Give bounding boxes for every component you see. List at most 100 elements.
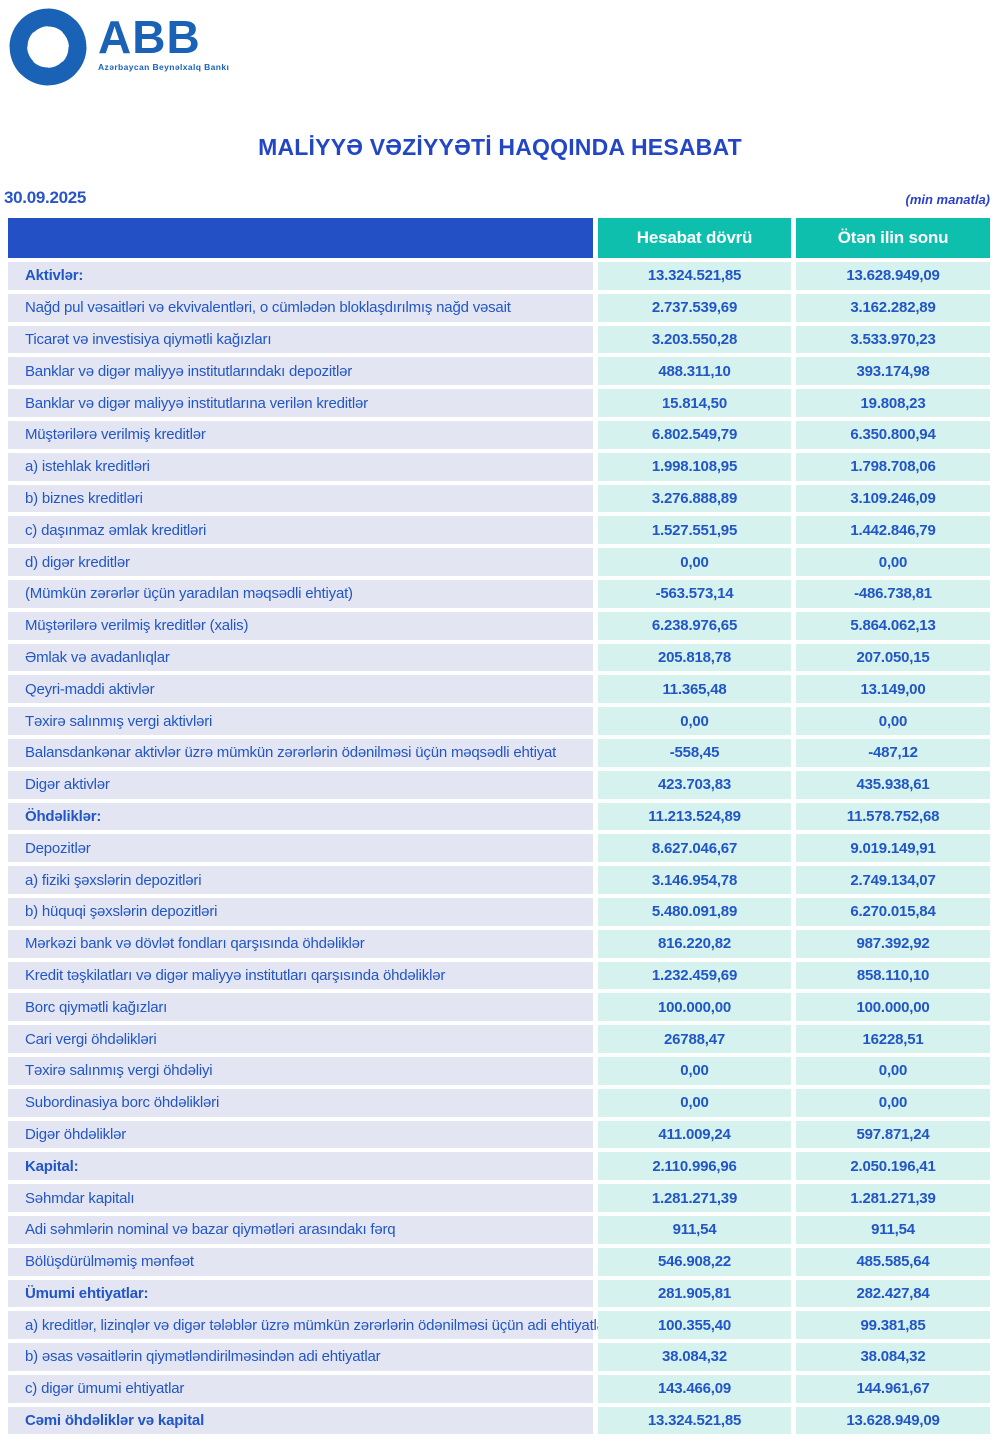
row-label: Cəmi öhdəliklər və kapital <box>8 1406 593 1435</box>
row-current: 0,00 <box>598 548 791 576</box>
table-row: a) fiziki şəxslərin depozitləri 3.146.95… <box>8 866 990 894</box>
row-current: 2.737.539,69 <box>598 293 791 322</box>
row-label: a) istehlak kreditləri <box>8 452 593 481</box>
table-row: Əmlak və avadanlıqlar 205.818,78 207.050… <box>8 643 990 672</box>
table-row: Banklar və digər maliyyə institutlarında… <box>8 357 990 386</box>
row-previous: 13.628.949,09 <box>796 1406 990 1435</box>
row-previous: 2.050.196,41 <box>796 1152 990 1181</box>
row-label: Qeyri-maddi aktivlər <box>8 675 593 704</box>
row-label: Mərkəzi bank və dövlət fondları qarşısın… <box>8 929 593 958</box>
logo-text: ABB Azərbaycan Beynəlxalq Bankı <box>98 14 229 72</box>
row-label: Aktivlər: <box>8 262 593 290</box>
table-row: a) kreditlər, lizinqlər və digər tələblə… <box>8 1311 990 1340</box>
table-row: a) istehlak kreditləri 1.998.108,95 1.79… <box>8 452 990 481</box>
financial-statement-table: Hesabat dövrü Ötən ilin sonu Aktivlər: 1… <box>8 218 990 1435</box>
table-row: Nağd pul vəsaitləri və ekvivalentləri, o… <box>8 293 990 322</box>
row-label: Ümumi ehtiyatlar: <box>8 1279 593 1308</box>
table-row: Kredit təşkilatları və digər maliyyə ins… <box>8 961 990 990</box>
row-current: 0,00 <box>598 1056 791 1085</box>
row-current: 15.814,50 <box>598 389 791 417</box>
table-row: Cari vergi öhdəlikləri 26788,47 16228,51 <box>8 1025 990 1053</box>
table-row: Cəmi öhdəliklər və kapital 13.324.521,85… <box>8 1406 990 1435</box>
row-label: Müştərilərə verilmiş kreditlər <box>8 420 593 449</box>
row-current: 1.232.459,69 <box>598 961 791 990</box>
row-label: Digər aktivlər <box>8 770 593 799</box>
row-label: Depozitlər <box>8 834 593 863</box>
table-row: Səhmdar kapitalı 1.281.271,39 1.281.271,… <box>8 1184 990 1212</box>
row-label: Banklar və digər maliyyə institutlarına … <box>8 389 593 417</box>
row-current: 38.084,32 <box>598 1343 791 1371</box>
row-current: 205.818,78 <box>598 643 791 672</box>
row-current: 100.000,00 <box>598 993 791 1022</box>
row-current: 3.203.550,28 <box>598 325 791 354</box>
row-previous: 38.084,32 <box>796 1343 990 1371</box>
table-row: Banklar və digər maliyyə institutlarına … <box>8 389 990 417</box>
row-label: (Mümkün zərərlər üçün yaradılan məqsədli… <box>8 579 593 608</box>
table-row: Borc qiymətli kağızları 100.000,00 100.0… <box>8 993 990 1022</box>
row-label: Öhdəliklər: <box>8 802 593 831</box>
row-current: 26788,47 <box>598 1025 791 1053</box>
logo-subtitle: Azərbaycan Beynəlxalq Bankı <box>98 62 230 72</box>
table-row: Subordinasiya borc öhdəlikləri 0,00 0,00 <box>8 1088 990 1117</box>
table-row: Balansdankənar aktivlər üzrə mümkün zərə… <box>8 738 990 767</box>
row-current: 8.627.046,67 <box>598 834 791 863</box>
table-row: Aktivlər: 13.324.521,85 13.628.949,09 <box>8 262 990 290</box>
row-previous: 911,54 <box>796 1215 990 1244</box>
row-previous: 2.749.134,07 <box>796 866 990 894</box>
column-header-previous-year-end: Ötən ilin sonu <box>796 218 990 258</box>
row-previous: 100.000,00 <box>796 993 990 1022</box>
row-previous: 597.871,24 <box>796 1120 990 1149</box>
row-label: d) digər kreditlər <box>8 548 593 576</box>
row-previous: 1.798.708,06 <box>796 452 990 481</box>
row-previous: 858.110,10 <box>796 961 990 990</box>
row-label: Cari vergi öhdəlikləri <box>8 1025 593 1053</box>
row-current: 0,00 <box>598 707 791 735</box>
row-previous: 3.533.970,23 <box>796 325 990 354</box>
row-previous: 9.019.149,91 <box>796 834 990 863</box>
row-label: Müştərilərə verilmiş kreditlər (xalis) <box>8 611 593 640</box>
row-previous: 282.427,84 <box>796 1279 990 1308</box>
row-previous: 3.109.246,09 <box>796 484 990 513</box>
row-current: 100.355,40 <box>598 1311 791 1340</box>
row-previous: 0,00 <box>796 1056 990 1085</box>
row-previous: 144.961,67 <box>796 1374 990 1403</box>
row-current: 0,00 <box>598 1088 791 1117</box>
table-row: Müştərilərə verilmiş kreditlər (xalis) 6… <box>8 611 990 640</box>
row-previous: 0,00 <box>796 1088 990 1117</box>
row-current: 1.527.551,95 <box>598 516 791 545</box>
row-label: b) hüquqi şəxslərin depozitləri <box>8 897 593 926</box>
table-row: d) digər kreditlər 0,00 0,00 <box>8 548 990 576</box>
row-label: Nağd pul vəsaitləri və ekvivalentləri, o… <box>8 293 593 322</box>
row-label: b) əsas vəsaitlərin qiymətləndirilməsind… <box>8 1343 593 1371</box>
table-row: Ticarət və investisiya qiymətli kağızlar… <box>8 325 990 354</box>
row-current: 488.311,10 <box>598 357 791 386</box>
row-current: 11.365,48 <box>598 675 791 704</box>
row-previous: 485.585,64 <box>796 1247 990 1276</box>
row-label: Səhmdar kapitalı <box>8 1184 593 1212</box>
row-current: 11.213.524,89 <box>598 802 791 831</box>
row-current: 13.324.521,85 <box>598 262 791 290</box>
row-previous: 207.050,15 <box>796 643 990 672</box>
table-row: Mərkəzi bank və dövlət fondları qarşısın… <box>8 929 990 958</box>
table-row: Digər öhdəliklər 411.009,24 597.871,24 <box>8 1120 990 1149</box>
row-previous: 0,00 <box>796 548 990 576</box>
row-label: c) digər ümumi ehtiyatlar <box>8 1374 593 1403</box>
row-current: 546.908,22 <box>598 1247 791 1276</box>
table-row: Bölüşdürülməmiş mənfəət 546.908,22 485.5… <box>8 1247 990 1276</box>
abb-swirl-icon <box>2 6 94 88</box>
row-previous: 3.162.282,89 <box>796 293 990 322</box>
unit-note: (min manatla) <box>905 192 990 207</box>
table-row: Təxirə salınmış vergi aktivləri 0,00 0,0… <box>8 707 990 735</box>
table-row: Depozitlər 8.627.046,67 9.019.149,91 <box>8 834 990 863</box>
row-current: 3.146.954,78 <box>598 866 791 894</box>
row-current: 5.480.091,89 <box>598 897 791 926</box>
table-row: (Mümkün zərərlər üçün yaradılan məqsədli… <box>8 579 990 608</box>
row-previous: 6.350.800,94 <box>796 420 990 449</box>
table-row: Adi səhmlərin nominal və bazar qiymətlər… <box>8 1215 990 1244</box>
row-previous: 13.149,00 <box>796 675 990 704</box>
row-current: 411.009,24 <box>598 1120 791 1149</box>
table-header-row: Hesabat dövrü Ötən ilin sonu <box>8 218 990 258</box>
row-label: a) kreditlər, lizinqlər və digər tələblə… <box>8 1311 610 1340</box>
row-current: 423.703,83 <box>598 770 791 799</box>
row-label: Kredit təşkilatları və digər maliyyə ins… <box>8 961 593 990</box>
